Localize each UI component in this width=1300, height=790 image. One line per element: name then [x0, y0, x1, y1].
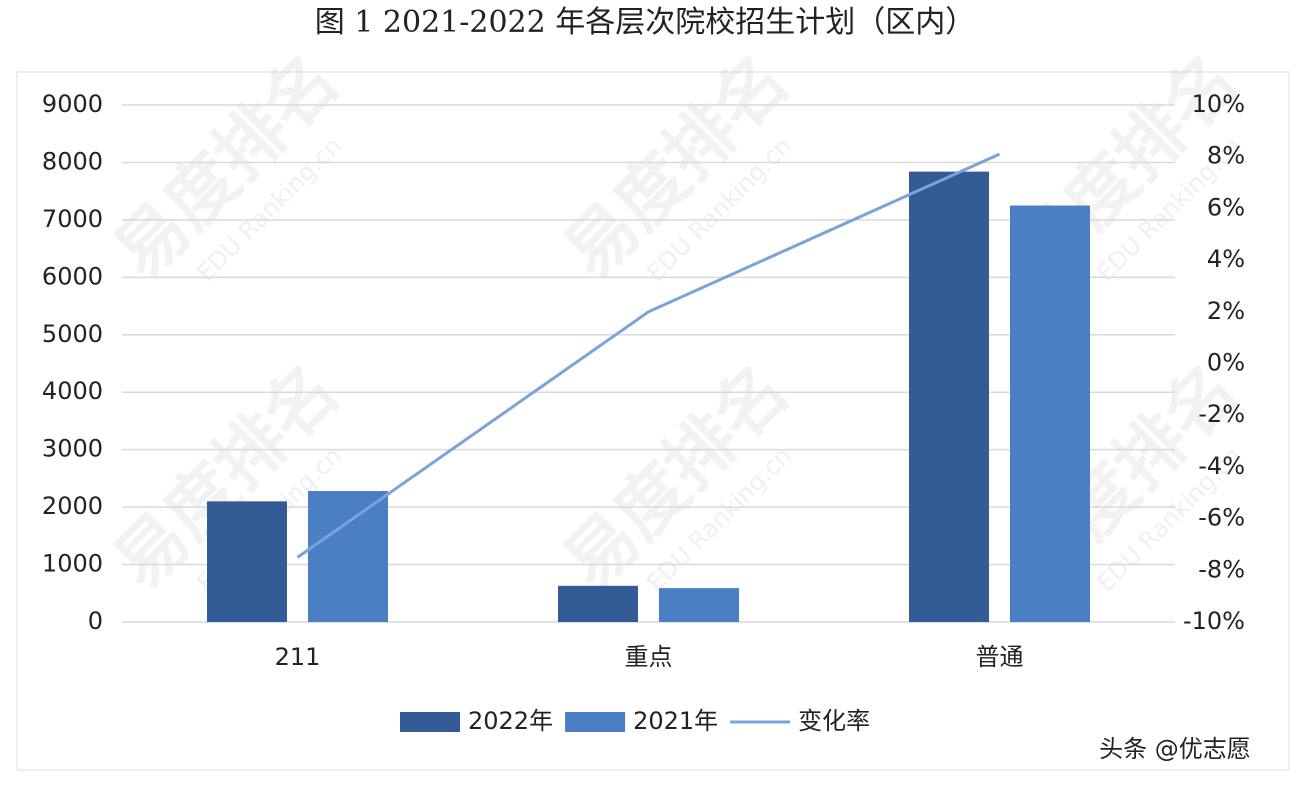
- y-tick-label: 5000: [42, 320, 103, 348]
- footer: 头条 @优志愿: [1099, 735, 1251, 763]
- legend-swatch: [400, 712, 460, 732]
- x-tick-label: 211: [275, 643, 321, 671]
- legend-label: 2022年: [468, 707, 553, 735]
- y2-tick-label: 6%: [1207, 193, 1245, 221]
- y2-tick-label: 8%: [1207, 142, 1245, 170]
- y2-tick-label: 10%: [1192, 90, 1245, 118]
- y2-tick-label: -10%: [1183, 607, 1245, 635]
- y-tick-label: 3000: [42, 435, 103, 463]
- legend-label: 变化率: [798, 707, 870, 735]
- y-tick-label: 4000: [42, 377, 103, 405]
- bar: [207, 501, 287, 622]
- bar: [558, 585, 638, 622]
- chart-frame: [16, 71, 1290, 771]
- y-tick-label: 2000: [42, 492, 103, 520]
- y-tick-label: 9000: [42, 90, 103, 118]
- y-tick-label: 1000: [42, 550, 103, 578]
- bar: [308, 491, 388, 622]
- bar: [909, 171, 989, 622]
- y2-tick-label: 0%: [1207, 349, 1245, 377]
- y-tick-label: 6000: [42, 262, 103, 290]
- legend-swatch: [565, 712, 626, 732]
- line-series: [296, 152, 1001, 559]
- y2-tick-label: -8%: [1198, 555, 1245, 583]
- x-tick-label: 普通: [976, 643, 1024, 671]
- y2-tick-label: 2%: [1207, 297, 1245, 325]
- x-tick-label: 重点: [625, 643, 673, 671]
- y2-tick-label: -6%: [1198, 504, 1245, 532]
- bar: [659, 588, 739, 622]
- y2-tick-label: -4%: [1198, 452, 1245, 480]
- chart-title: 图 1 2021-2022 年各层次院校招生计划（区内）: [315, 5, 976, 40]
- y-tick-label: 7000: [42, 205, 103, 233]
- y2-tick-label: 4%: [1207, 245, 1245, 273]
- y-tick-label: 8000: [42, 147, 103, 175]
- legend-label: 2021年: [633, 707, 718, 735]
- y-tick-label: 0: [88, 607, 103, 635]
- bar: [1010, 205, 1090, 622]
- y2-tick-label: -2%: [1198, 400, 1245, 428]
